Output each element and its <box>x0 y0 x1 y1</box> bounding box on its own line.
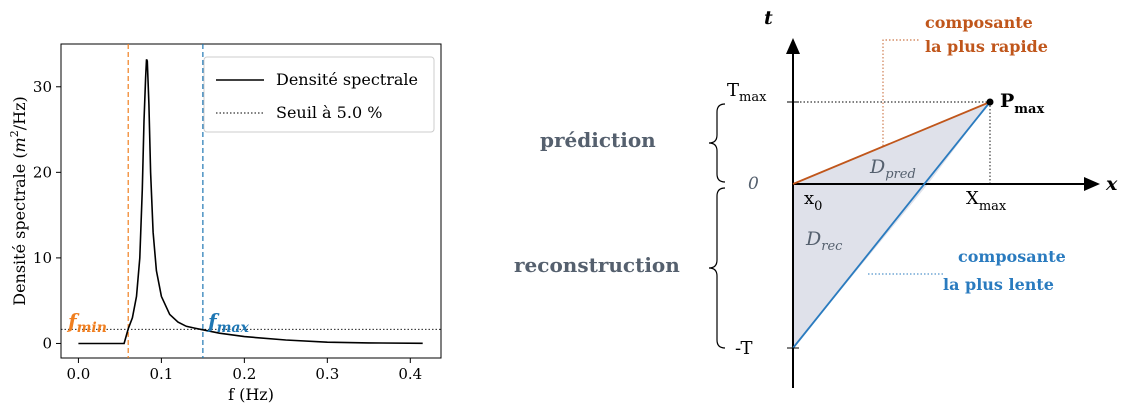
y-tick-label: 10 <box>33 249 52 267</box>
x-tick-label: 0.1 <box>149 365 173 383</box>
tmax-sub: max <box>739 90 767 105</box>
t-axis-arrow <box>786 38 800 54</box>
y-axis-label-main: Densité spectrale ( <box>10 152 29 305</box>
fast-component-line <box>792 101 991 185</box>
slow-component-line <box>792 101 991 349</box>
negt-label: -T <box>735 338 752 359</box>
x0-label: x0 <box>804 188 822 214</box>
plot-frame <box>60 43 442 359</box>
zero-label: 0 <box>748 174 759 194</box>
slow-component-label-2: la plus lente <box>943 275 1054 294</box>
density-curve <box>78 59 423 345</box>
x-tick-label: 0.4 <box>398 365 422 383</box>
x-tick-label: 0.3 <box>315 365 339 383</box>
xmax-label: Xmax <box>966 188 1007 214</box>
x-tick-label: 0.2 <box>232 365 256 383</box>
tmax-main: T <box>727 80 739 101</box>
y-axis-label-rest: /Hz) <box>10 96 29 130</box>
x-tick-label: 0.0 <box>66 365 90 383</box>
fmin-sub: min <box>77 320 107 336</box>
fast-leader <box>882 39 920 146</box>
legend-threshold-label: Seuil à 5.0 % <box>276 103 382 122</box>
pmax-point <box>986 98 994 106</box>
pmax-label: Pmax <box>1000 90 1044 117</box>
dpred-label: Dpred <box>869 156 916 182</box>
t-axis-label: t <box>764 7 773 29</box>
drec-sub: rec <box>821 239 843 254</box>
slow-component-label-1: composante <box>958 247 1066 266</box>
fmax-letter: f <box>206 309 220 333</box>
tmax-label: Tmax <box>727 80 767 105</box>
fmin-letter: f <box>66 309 80 333</box>
x0-main: x <box>804 188 814 209</box>
legend-line-label: Densité spectrale <box>276 70 418 89</box>
dpred-main: D <box>869 156 885 178</box>
fmin-label: fmin <box>66 309 107 336</box>
xmax-sub: max <box>979 199 1007 214</box>
xmax-main: X <box>966 188 979 209</box>
fast-component-label-2: la plus rapide <box>925 37 1048 56</box>
fmax-sub: max <box>217 320 250 336</box>
drec-main: D <box>805 228 821 250</box>
dpred-sub: pred <box>885 167 916 182</box>
y-tick-label: 30 <box>33 78 52 96</box>
y-axis-label-m: m <box>10 137 29 152</box>
reconstruction-brace <box>708 187 726 349</box>
pmax-sub: max <box>1014 102 1044 117</box>
y-ticks: 0 10 20 30 <box>33 78 61 352</box>
pmax-main: P <box>1000 90 1014 112</box>
time-space-diagram: t x Tmax 0 -T x0 Xmax Pmax Dpred Drec pr… <box>514 7 1118 388</box>
prediction-brace <box>708 103 726 183</box>
fast-component-label-1: composante <box>925 13 1033 32</box>
x-ticks: 0.0 0.1 0.2 0.3 0.4 <box>66 358 422 383</box>
x-axis-arrow <box>1084 177 1100 191</box>
x0-sub: 0 <box>814 199 822 214</box>
fmax-label: fmax <box>206 309 249 336</box>
drec-label: Drec <box>805 228 843 254</box>
x-axis-label-diagram: x <box>1105 173 1118 195</box>
y-tick-label: 20 <box>33 163 52 181</box>
reconstruction-label: reconstruction <box>514 253 680 277</box>
prediction-label: prédiction <box>540 128 656 152</box>
x-axis-label: f (Hz) <box>228 385 274 404</box>
legend: Densité spectrale Seuil à 5.0 % <box>203 56 435 133</box>
y-axis-label: Densité spectrale (m2/Hz) <box>8 96 29 306</box>
y-axis-label-exp: 2 <box>8 130 21 137</box>
y-tick-label: 0 <box>42 334 52 352</box>
